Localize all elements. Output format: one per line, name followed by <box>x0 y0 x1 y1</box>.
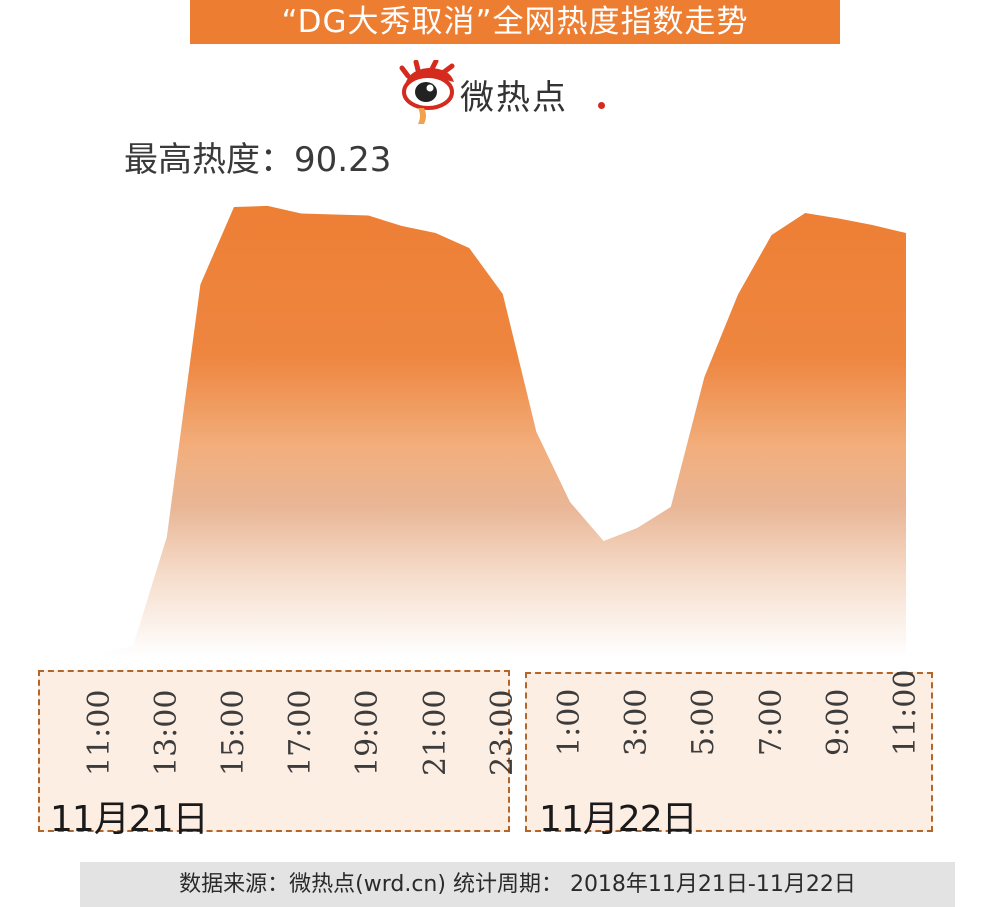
date-label-11-21: 11月21日 <box>50 799 209 840</box>
x-tick-label: 9:00 <box>820 688 856 756</box>
x-tick-label: 1:00 <box>552 688 587 756</box>
x-tick-label: 11:00 <box>81 689 117 776</box>
heat-area <box>66 205 906 657</box>
date-box-11-22: 11月22日 <box>525 672 933 840</box>
weirdian-logo: 微热点 <box>398 60 618 126</box>
data-source-footer: 数据来源：微热点(wrd.cn) 统计周期： 2018年11月21日-11月22… <box>80 862 955 907</box>
logo-text: 微热点 <box>460 78 568 118</box>
x-tick-label: 5:00 <box>686 688 722 756</box>
x-tick-label: 7:00 <box>753 688 789 756</box>
chart-title: “DG大秀取消”全网热度指数走势 <box>190 0 840 44</box>
x-tick-label: 3:00 <box>619 688 655 756</box>
x-tick-label: 17:00 <box>283 689 319 776</box>
date-label-11-22: 11月22日 <box>539 799 698 840</box>
x-tick-label: 21:00 <box>417 689 453 776</box>
x-tick-label: 19:00 <box>350 689 386 776</box>
logo-dot <box>598 102 605 109</box>
date-box-11-21: 11月21日 <box>38 670 510 840</box>
x-tick-label: 23:00 <box>484 689 520 776</box>
weibo-eye-icon <box>399 60 455 124</box>
peak-label: 最高热度：90.23 <box>124 140 392 180</box>
x-tick-label: 11:00 <box>888 669 923 756</box>
x-tick-label: 13:00 <box>148 689 184 776</box>
x-tick-label: 15:00 <box>216 689 251 776</box>
